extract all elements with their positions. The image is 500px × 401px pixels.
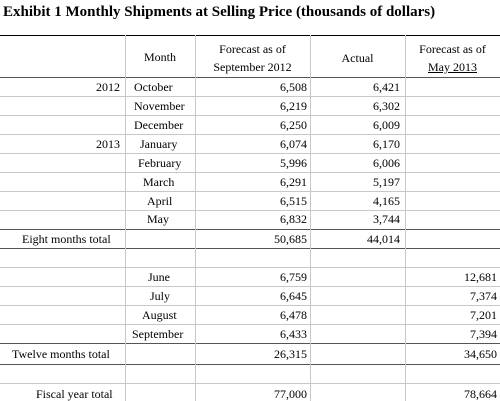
month-label: April	[147, 194, 173, 208]
forecast-sep-value: 6,219	[280, 99, 307, 113]
forecast-sep-value: 6,250	[280, 118, 307, 132]
year-label: 2012	[96, 80, 120, 94]
actual-value: 3,744	[373, 212, 400, 226]
month-label: September	[132, 327, 184, 341]
month-label: August	[142, 308, 177, 322]
month-label: July	[150, 289, 171, 303]
forecast-may-value: 7,374	[470, 289, 497, 303]
month-label: February	[138, 156, 182, 170]
header-forecast-may-line1: Forecast as of	[419, 42, 486, 56]
twelve-months-forecast-may: 34,650	[464, 347, 497, 361]
header-month: Month	[143, 50, 176, 64]
month-label: January	[140, 137, 178, 151]
twelve-months-forecast-sep: 26,315	[274, 347, 307, 361]
month-label: May	[147, 212, 169, 226]
exhibit-title: Exhibit 1 Monthly Shipments at Selling P…	[3, 4, 436, 20]
actual-value: 6,009	[373, 118, 400, 132]
actual-value: 6,170	[373, 137, 400, 151]
actual-value: 6,302	[373, 99, 400, 113]
fiscal-year-forecast-sep: 77,000	[274, 387, 307, 401]
header-actual: Actual	[341, 51, 374, 65]
forecast-sep-value: 6,291	[280, 175, 307, 189]
actual-value: 6,421	[373, 80, 400, 94]
eight-months-forecast-sep: 50,685	[274, 232, 307, 246]
month-label: November	[134, 99, 185, 113]
header-top-border	[0, 35, 500, 36]
header-forecast-sep-line1: Forecast as of	[219, 42, 286, 56]
forecast-sep-value: 6,645	[280, 289, 307, 303]
eight-months-actual: 44,014	[367, 232, 400, 246]
fiscal-year-total-label: Fiscal year total	[36, 387, 113, 401]
forecast-sep-value: 6,832	[280, 212, 307, 226]
fiscal-year-forecast-may: 78,664	[464, 387, 497, 401]
month-label: October	[134, 80, 173, 94]
actual-value: 6,006	[373, 156, 400, 170]
actual-value: 4,165	[373, 194, 400, 208]
forecast-sep-value: 6,074	[280, 137, 307, 151]
header-forecast-sep-line2: September 2012	[213, 60, 292, 74]
forecast-sep-value: 6,478	[280, 308, 307, 322]
forecast-may-value: 7,201	[470, 308, 497, 322]
forecast-sep-value: 6,508	[280, 80, 307, 94]
eight-months-total-label: Eight months total	[22, 232, 111, 246]
header-bottom-border	[0, 77, 500, 78]
month-label: March	[143, 175, 175, 189]
forecast-may-value: 7,394	[470, 327, 497, 341]
twelve-months-total-label: Twelve months total	[12, 347, 110, 361]
forecast-sep-value: 6,433	[280, 327, 307, 341]
header-forecast-may-line2: May 2013	[428, 60, 477, 74]
month-label: December	[134, 118, 184, 132]
forecast-may-value: 12,681	[464, 270, 497, 284]
forecast-sep-value: 5,996	[280, 156, 307, 170]
month-label: June	[148, 270, 170, 284]
forecast-sep-value: 6,515	[280, 194, 307, 208]
forecast-sep-value: 6,759	[280, 270, 307, 284]
year-label: 2013	[96, 137, 120, 151]
actual-value: 5,197	[373, 175, 400, 189]
